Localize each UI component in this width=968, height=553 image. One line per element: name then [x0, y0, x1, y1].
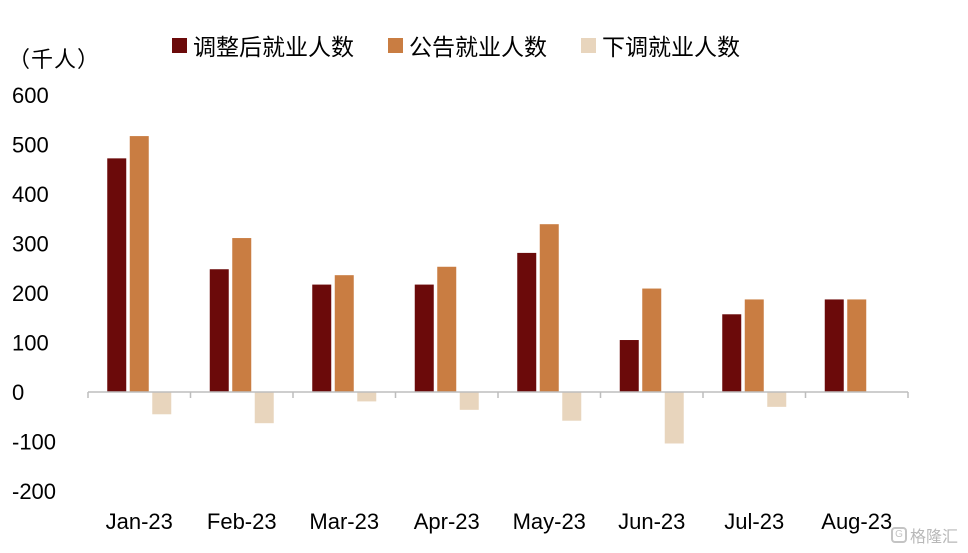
- watermark-logo-icon: G: [890, 527, 907, 543]
- bar-revision: [357, 392, 377, 402]
- y-tick-label: 300: [12, 232, 49, 257]
- x-tick-label: Jul-23: [724, 509, 784, 534]
- bar-announced: [744, 299, 764, 392]
- legend-swatch-announced: [388, 37, 403, 53]
- y-tick-label: 400: [12, 182, 49, 207]
- y-tick-label: -200: [12, 479, 56, 504]
- bar-adjusted: [312, 284, 332, 392]
- legend-swatch-revision: [581, 37, 596, 53]
- legend: 调整后就业人数 公告就业人数 下调就业人数: [172, 28, 740, 62]
- bar-adjusted: [619, 340, 639, 392]
- bar-revision: [459, 392, 479, 410]
- y-tick-label: 200: [12, 281, 49, 306]
- x-tick-label: Jun-23: [618, 509, 685, 534]
- bar-revision: [152, 392, 172, 415]
- legend-item-announced: 公告就业人数: [388, 28, 547, 62]
- x-tick-label: Feb-23: [207, 509, 277, 534]
- x-tick-label: Jan-23: [106, 509, 173, 534]
- x-tick-label: Aug-23: [821, 509, 892, 534]
- bar-adjusted: [107, 158, 127, 392]
- bar-adjusted: [722, 314, 742, 392]
- y-axis-unit-label: （千人）: [8, 47, 101, 72]
- watermark-text: 格隆汇: [909, 529, 958, 546]
- bar-adjusted: [209, 269, 229, 392]
- y-tick-label: -100: [12, 430, 56, 455]
- legend-item-adjusted: 调整后就业人数: [172, 28, 354, 62]
- bar-announced: [642, 288, 662, 392]
- legend-item-revision: 下调就业人数: [581, 28, 740, 62]
- bar-adjusted: [414, 284, 434, 392]
- x-tick-label: Mar-23: [309, 509, 379, 534]
- y-tick-label: 500: [12, 133, 49, 158]
- y-tick-label: 100: [12, 331, 49, 356]
- y-tick-label: 0: [12, 380, 24, 405]
- bar-announced: [232, 238, 252, 392]
- bar-announced: [334, 275, 354, 392]
- legend-swatch-adjusted: [172, 37, 187, 53]
- bar-adjusted: [824, 299, 844, 392]
- legend-label-adjusted: 调整后就业人数: [193, 34, 354, 60]
- bar-announced: [129, 136, 149, 392]
- bar-announced: [847, 299, 867, 392]
- legend-label-announced: 公告就业人数: [409, 34, 547, 60]
- x-tick-label: May-23: [513, 509, 586, 534]
- bar-revision: [254, 392, 274, 424]
- watermark: G 格隆汇: [890, 523, 958, 547]
- bar-revision: [562, 392, 582, 421]
- bar-announced: [539, 224, 559, 392]
- bar-adjusted: [517, 252, 537, 392]
- bar-revision: [767, 392, 787, 407]
- x-tick-label: Apr-23: [414, 509, 480, 534]
- bar-announced: [437, 266, 457, 392]
- bar-revision: [664, 392, 684, 444]
- y-tick-label: 600: [12, 83, 49, 108]
- legend-label-revision: 下调就业人数: [602, 34, 740, 60]
